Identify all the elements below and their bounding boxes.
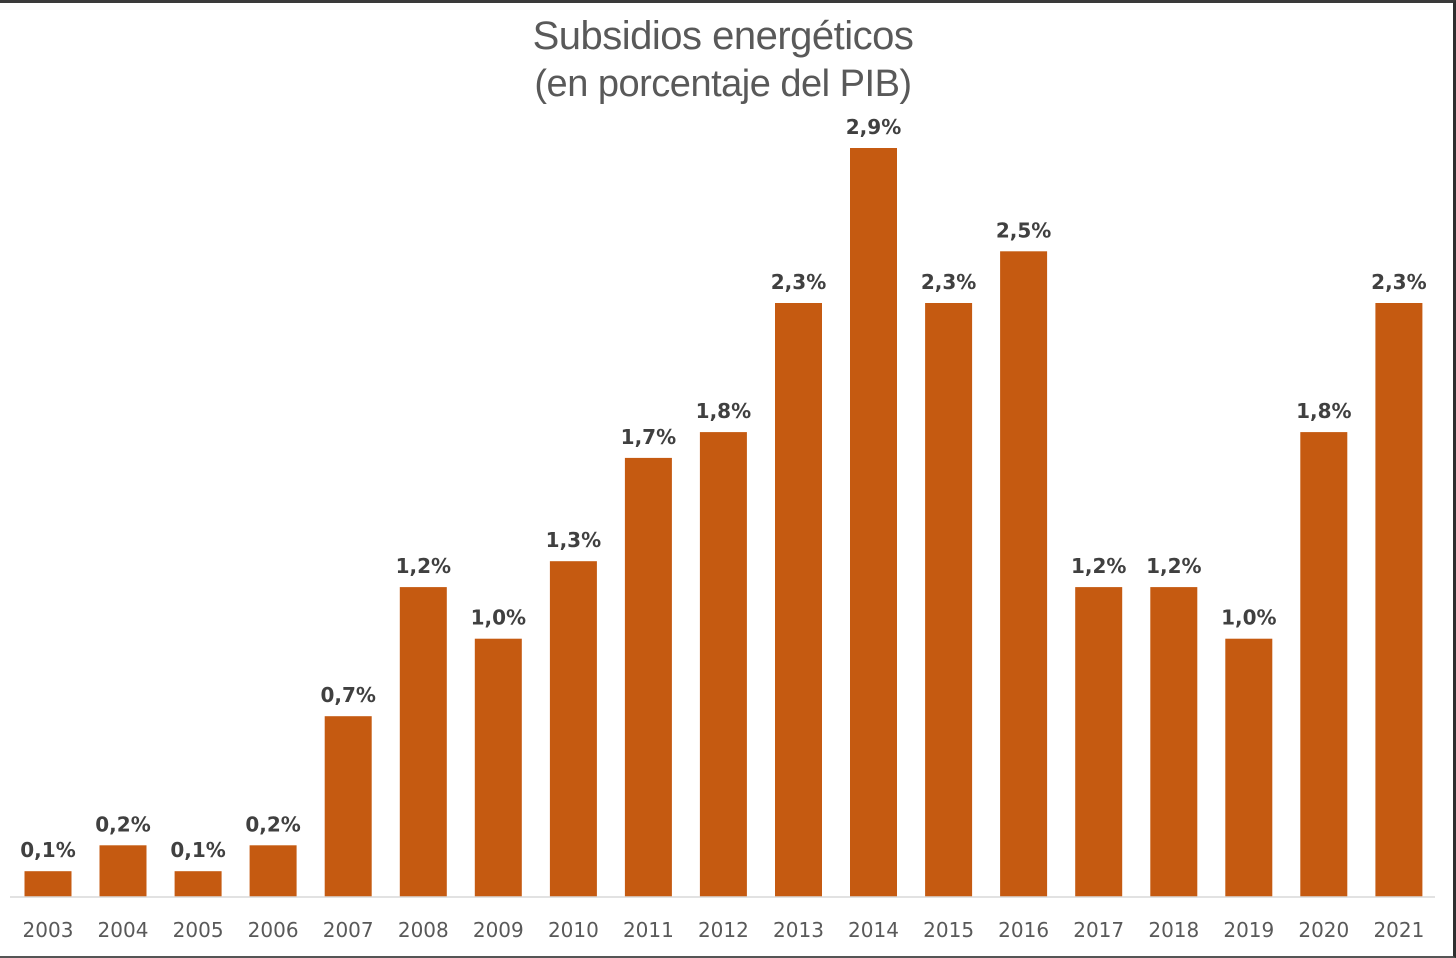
x-tick-label-2013: 2013 — [773, 918, 824, 942]
bar-2016 — [1000, 251, 1048, 898]
data-label-2005: 0,1% — [170, 838, 225, 862]
x-tick-label-2017: 2017 — [1073, 918, 1124, 942]
bar-2004 — [99, 845, 147, 897]
x-tick-label-2005: 2005 — [173, 918, 224, 942]
x-tick-label-2011: 2011 — [623, 918, 674, 942]
data-label-2011: 1,7% — [621, 425, 676, 449]
bar-2019 — [1225, 638, 1273, 897]
data-label-2013: 2,3% — [771, 270, 826, 294]
chart-subtitle: (en porcentaje del PIB) — [534, 63, 912, 105]
x-tick-label-2010: 2010 — [548, 918, 599, 942]
x-tick-label-2015: 2015 — [923, 918, 974, 942]
x-tick-label-2008: 2008 — [398, 918, 449, 942]
x-tick-labels-group: 2003 2004 2005 2006 2007 2008 2009 2010 2011 2012… — [23, 918, 1425, 942]
x-tick-label-2018: 2018 — [1148, 918, 1199, 942]
data-label-2019: 1,0% — [1221, 606, 1276, 630]
bar-2017 — [1075, 587, 1123, 897]
bar-2012 — [699, 432, 747, 897]
data-labels-group: 0,1% 0,2% 0,1% 0,2% 0,7% 1,2% 1,0% 1,3% 1,7% 1,8%… — [20, 115, 1426, 862]
bars-group — [24, 148, 1423, 898]
data-label-2017: 1,2% — [1071, 554, 1126, 578]
bar-2009 — [474, 638, 522, 897]
x-tick-label-2020: 2020 — [1298, 918, 1349, 942]
bar-2014 — [850, 148, 897, 897]
bar-2021 — [1375, 303, 1423, 897]
bar-2008 — [399, 587, 447, 897]
bar-2011 — [624, 457, 672, 897]
bar-2013 — [775, 303, 822, 897]
data-label-2004: 0,2% — [95, 812, 150, 836]
data-label-2020: 1,8% — [1296, 399, 1351, 423]
x-tick-label-2014: 2014 — [848, 918, 899, 942]
bar-2020 — [1300, 432, 1348, 897]
bar-chart: 0,1% 0,2% 0,1% 0,2% 0,7% 1,2% 1,0% 1,3% 1,7% 1,8%… — [10, 115, 1435, 942]
x-tick-label-2007: 2007 — [323, 918, 374, 942]
data-label-2010: 1,3% — [546, 528, 601, 552]
data-label-2009: 1,0% — [471, 606, 526, 630]
data-label-2015: 2,3% — [921, 270, 976, 294]
bar-2006 — [249, 845, 297, 897]
data-label-2012: 1,8% — [696, 399, 751, 423]
data-label-2008: 1,2% — [396, 554, 451, 578]
data-label-2007: 0,7% — [320, 683, 375, 707]
bar-2018 — [1150, 587, 1198, 897]
data-label-2003: 0,1% — [20, 838, 75, 862]
chart-title: Subsidios energéticos — [532, 14, 914, 58]
bar-2007 — [324, 716, 372, 897]
bar-2005 — [174, 871, 222, 897]
x-tick-label-2012: 2012 — [698, 918, 749, 942]
bar-2010 — [549, 561, 597, 897]
x-tick-label-2016: 2016 — [998, 918, 1049, 942]
data-label-2016: 2,5% — [996, 218, 1051, 242]
data-label-2018: 1,2% — [1146, 554, 1201, 578]
data-label-2021: 2,3% — [1371, 270, 1426, 294]
x-tick-label-2004: 2004 — [98, 918, 149, 942]
bar-2003 — [24, 871, 72, 897]
data-label-2006: 0,2% — [245, 812, 300, 836]
x-tick-label-2009: 2009 — [473, 918, 524, 942]
x-tick-label-2021: 2021 — [1373, 918, 1424, 942]
x-tick-label-2003: 2003 — [23, 918, 74, 942]
data-label-2014: 2,9% — [846, 115, 901, 139]
x-tick-label-2019: 2019 — [1223, 918, 1274, 942]
bar-2015 — [925, 303, 973, 897]
x-tick-label-2006: 2006 — [248, 918, 299, 942]
